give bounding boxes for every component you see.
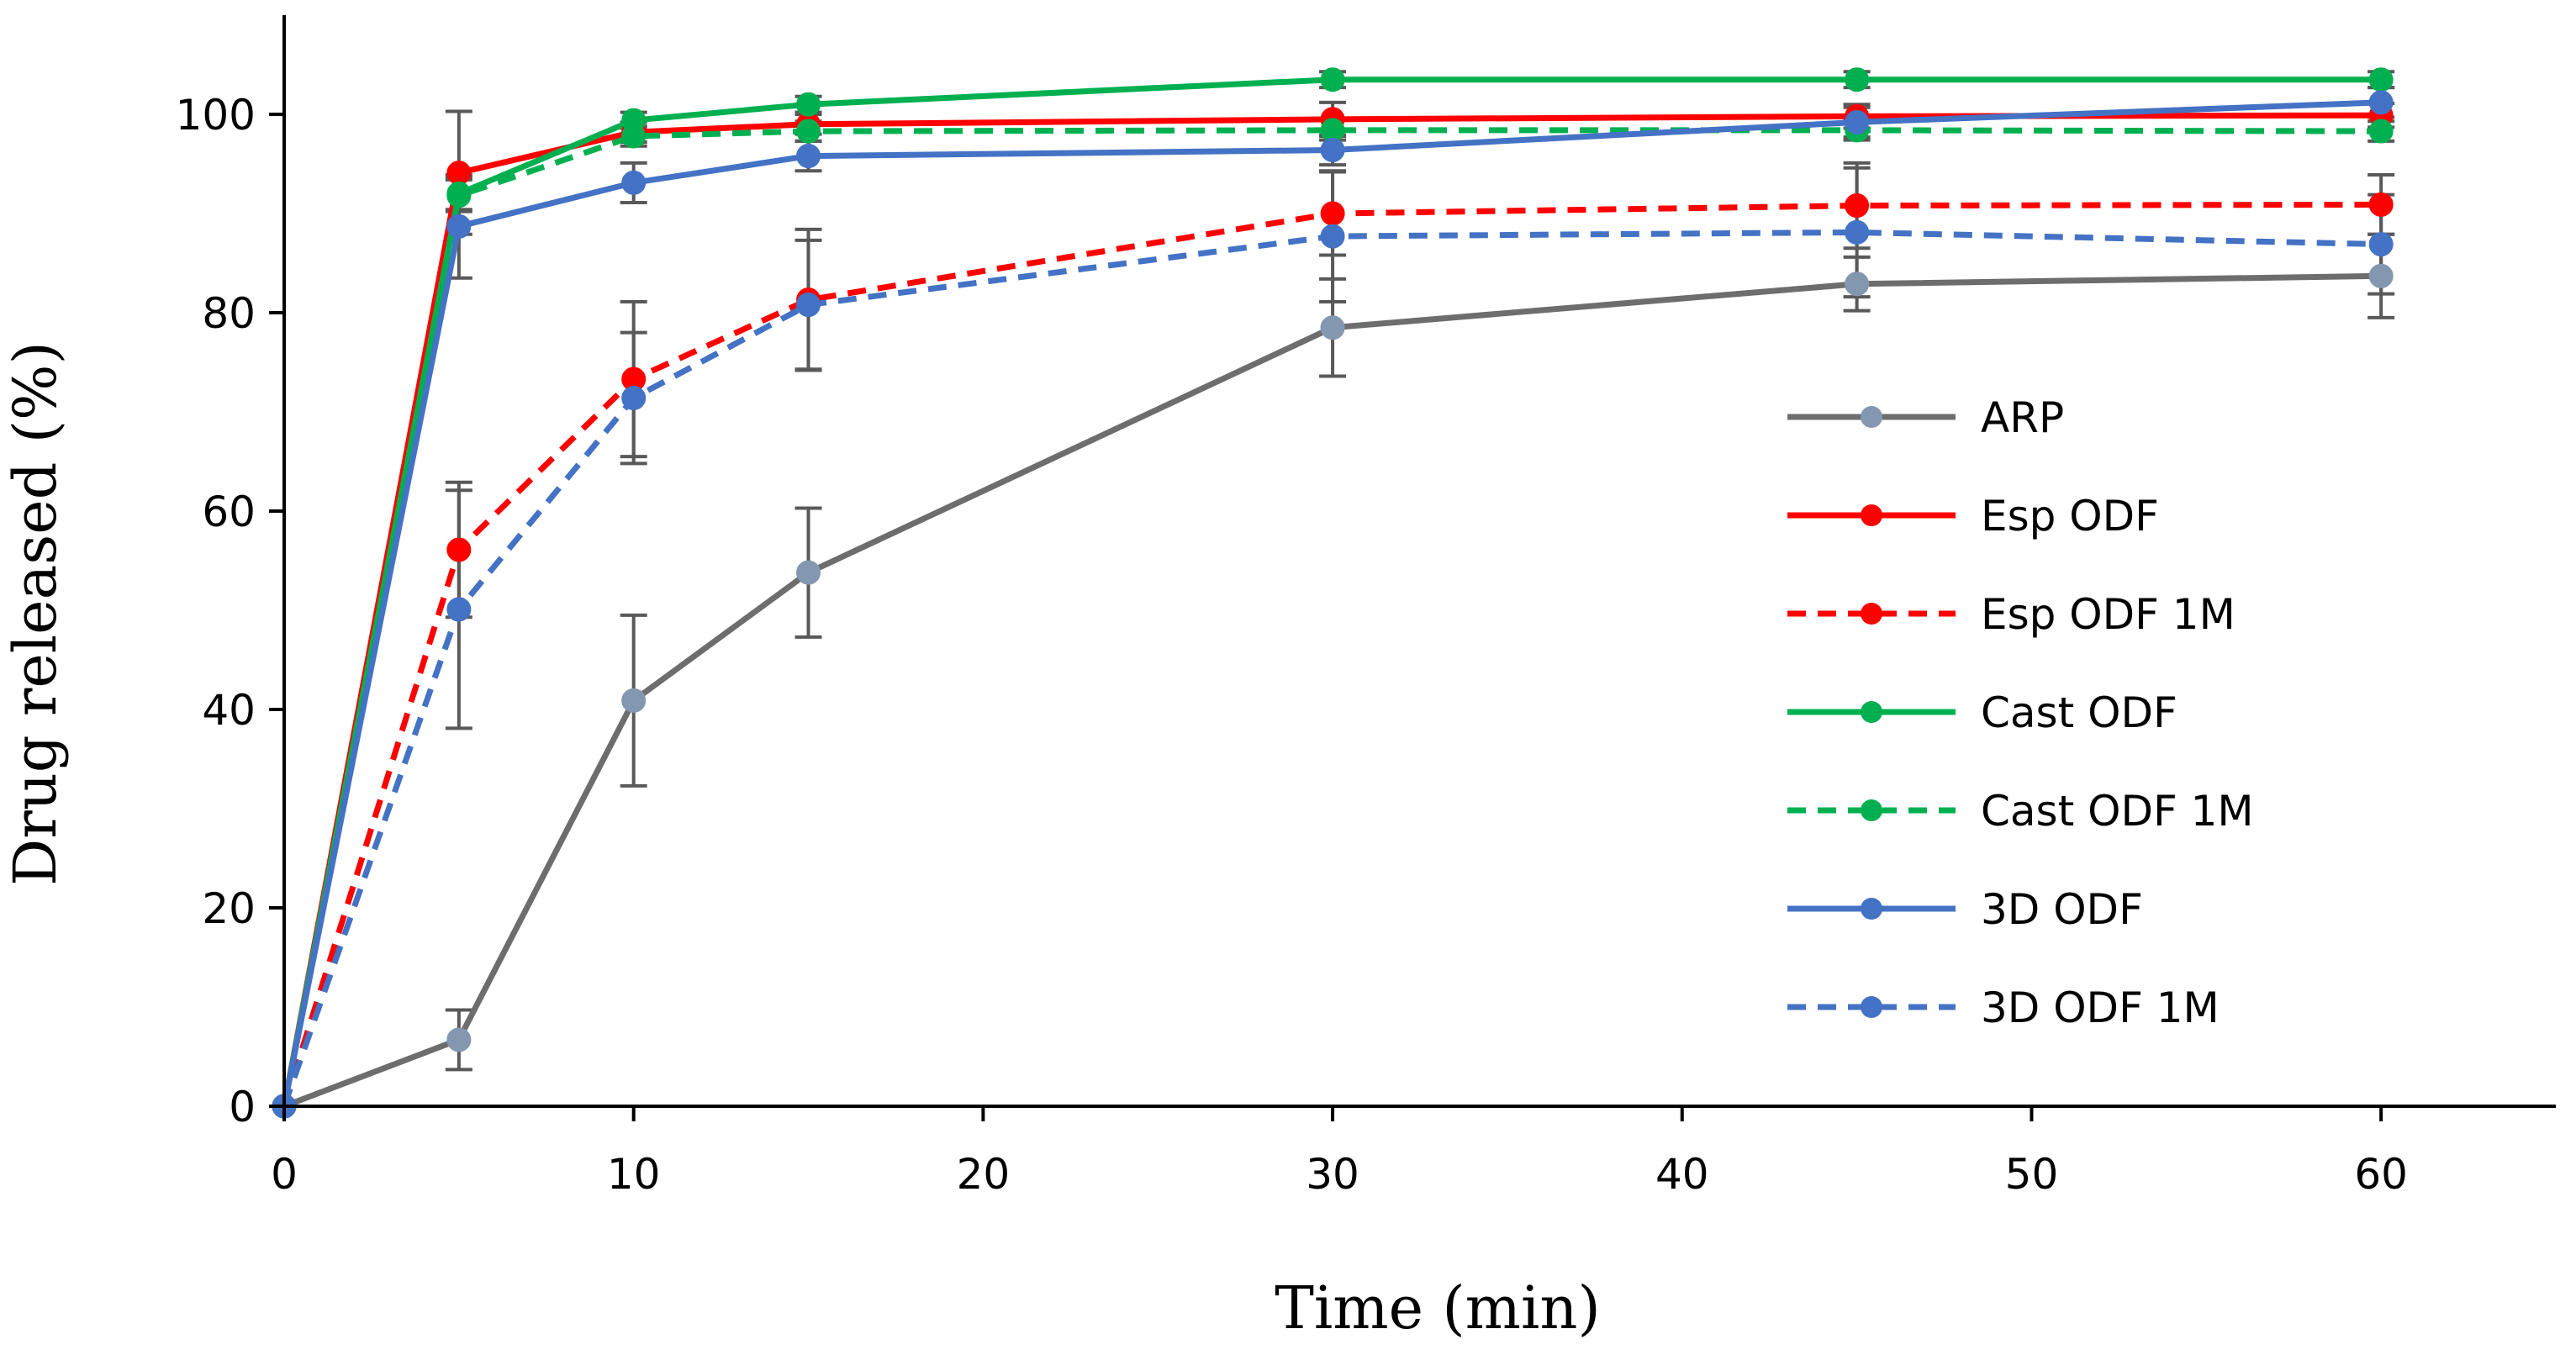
data-point-arp [1845,272,1870,297]
x-tick-label: 10 [607,1150,661,1199]
data-point-cast-odf [1845,67,1870,92]
legend-marker-3d-odf-1m [1861,996,1882,1018]
x-tick-label: 30 [1306,1150,1359,1199]
tick-labels: 0 10 20 30 40 50 60 0 20 40 60 80 100 [176,91,2408,1199]
legend: ARP Esp ODF Esp ODF 1M Cast ODF Cast ODF 1M 3… [1787,393,2254,1032]
x-tick-label: 40 [1655,1150,1709,1199]
legend-marker-esp-odf [1861,504,1882,526]
legend-label-cast-odf-1m: Cast ODF 1M [1981,787,2254,836]
data-point-esp-odf-1m [446,537,472,562]
x-axis-title: Time (min) [1275,1274,1601,1342]
data-point-arp [796,560,821,585]
data-point-arp [446,1027,472,1052]
legend-label-3d-odf-1m: 3D ODF 1M [1981,983,2220,1032]
legend-marker-esp-odf-1m [1861,603,1882,625]
x-tick-label: 20 [957,1150,1011,1199]
legend-label-esp-odf-1m: Esp ODF 1M [1981,590,2236,639]
data-point-3d-odf [2368,90,2394,115]
y-tick-label: 60 [202,488,256,536]
data-point-esp-odf-1m [2368,192,2394,217]
axes [269,15,2556,1121]
data-point-3d-odf-1m [2368,232,2394,257]
legend-marker-arp [1861,406,1882,428]
legend-label-esp-odf: Esp ODF [1981,492,2159,541]
y-tick-label: 40 [202,686,256,735]
y-tick-label: 0 [229,1083,256,1131]
data-point-3d-odf [621,170,647,195]
data-point-arp [2368,263,2394,288]
data-point-3d-odf-1m [1845,219,1870,245]
data-point-arp [1320,315,1345,340]
data-point-cast-odf [2368,67,2394,92]
y-axis-title: Drug released (%) [1,341,70,886]
data-point-3d-odf [1845,109,1870,134]
data-point-cast-odf-1m [2368,119,2394,144]
data-point-cast-odf-1m [621,124,647,149]
data-point-3d-odf-1m [621,385,647,410]
legend-marker-3d-odf [1861,898,1882,920]
data-point-3d-odf [796,144,821,169]
data-point-3d-odf-1m [446,597,472,622]
data-point-arp [621,688,647,713]
y-tick-label: 20 [202,884,256,933]
data-point-3d-odf-1m [796,293,821,318]
data-point-esp-odf-1m [1845,193,1870,219]
legend-label-cast-odf: Cast ODF [1981,688,2177,737]
legend-marker-cast-odf-1m [1861,799,1882,821]
data-point-3d-odf [1320,137,1345,162]
legend-marker-cast-odf [1861,701,1882,723]
x-tick-label: 50 [2005,1150,2059,1199]
data-point-esp-odf-1m [1320,201,1345,226]
data-point-cast-odf-1m [446,183,472,208]
legend-label-arp: ARP [1981,393,2064,442]
data-point-cast-odf [796,92,821,117]
y-tick-label: 80 [202,289,256,338]
x-tick-label: 0 [271,1150,298,1199]
data-point-esp-odf [446,161,472,186]
data-point-cast-odf [1320,67,1345,92]
data-point-cast-odf-1m [796,119,821,144]
data-point-3d-odf-1m [1320,224,1345,249]
x-tick-label: 60 [2354,1150,2408,1199]
legend-label-3d-odf: 3D ODF [1981,885,2143,934]
data-point-3d-odf [446,214,472,239]
y-tick-label: 100 [176,91,256,140]
